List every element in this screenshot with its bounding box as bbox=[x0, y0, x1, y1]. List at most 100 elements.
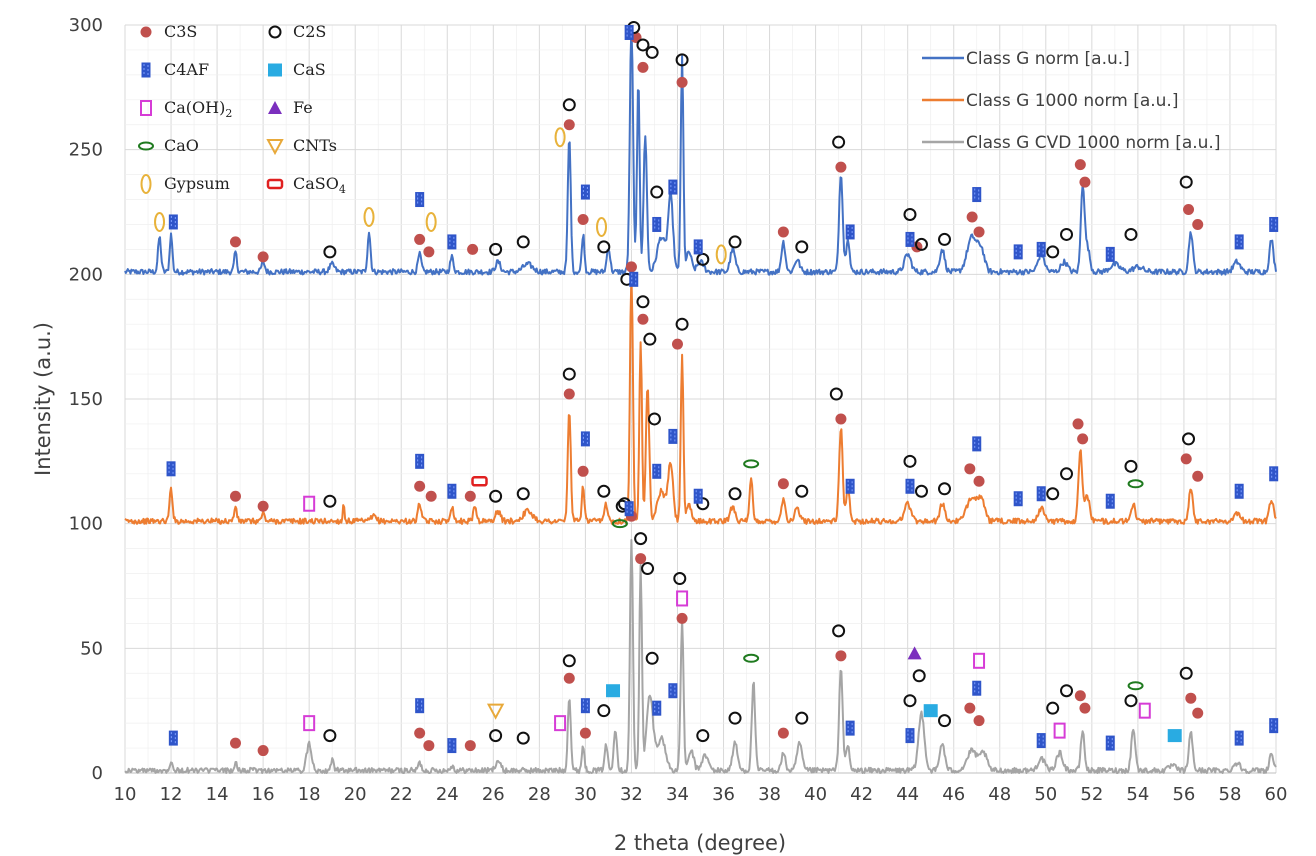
phase-marker-square-magenta bbox=[1053, 722, 1066, 739]
phase-marker-dot-red bbox=[563, 119, 575, 131]
phase-marker-dot-red bbox=[1185, 692, 1197, 704]
phase-marker-ring-black bbox=[903, 694, 917, 708]
phase-marker-square-blue bbox=[1269, 216, 1279, 232]
phase-marker-dot-red bbox=[835, 161, 847, 173]
x-tick-label: 58 bbox=[1219, 784, 1242, 805]
phase-marker-dot-red bbox=[257, 500, 269, 512]
phase-marker-square-blue bbox=[580, 184, 590, 200]
series-legend: Class G norm [a.u.] Class G 1000 norm [a… bbox=[922, 49, 1220, 153]
phase-marker-ring-black bbox=[795, 240, 809, 254]
phase-marker-ring-black bbox=[914, 484, 928, 498]
x-tick-label: 48 bbox=[988, 784, 1011, 805]
phase-marker-ring-black bbox=[323, 245, 337, 259]
x-tick-label: 38 bbox=[758, 784, 781, 805]
phase-marker-dot-red bbox=[671, 338, 683, 350]
phase-marker-oval-gold bbox=[425, 211, 437, 232]
phase-marker-square-blue bbox=[624, 501, 634, 517]
phase-marker-square-blue bbox=[447, 483, 457, 499]
phase-marker-ring-black bbox=[489, 729, 503, 743]
phase-marker-ring-black bbox=[903, 454, 917, 468]
phase-marker-ring-black bbox=[696, 729, 710, 743]
phase-marker-dot-red bbox=[579, 727, 591, 739]
phase-marker-dot-red bbox=[229, 737, 241, 749]
phase-markers bbox=[154, 20, 1279, 757]
phase-marker-square-blue bbox=[652, 700, 662, 716]
legend-label-phase: C2S bbox=[293, 22, 326, 41]
phase-marker-ring-black bbox=[938, 714, 952, 728]
phase-marker-dot-red bbox=[777, 478, 789, 490]
phase-marker-square-cyan bbox=[923, 704, 938, 718]
x-tick-label: 60 bbox=[1265, 784, 1288, 805]
phase-marker-dot-red bbox=[964, 702, 976, 714]
phase-marker-ring-black bbox=[675, 317, 689, 331]
phase-marker-ring-black bbox=[323, 729, 337, 743]
y-tick-label: 100 bbox=[69, 514, 103, 535]
phase-marker-dot-red bbox=[1074, 690, 1086, 702]
phase-marker-square-blue bbox=[668, 683, 678, 699]
x-tick-label: 50 bbox=[1034, 784, 1057, 805]
phase-marker-dot-red bbox=[635, 553, 647, 565]
y-tick-label: 150 bbox=[69, 389, 103, 410]
x-tick-label: 12 bbox=[160, 784, 183, 805]
phase-marker-square-blue bbox=[1234, 234, 1244, 250]
phase-marker-square-blue bbox=[845, 720, 855, 736]
phase-marker-rect-red bbox=[471, 476, 488, 487]
phase-marker-ring-black bbox=[597, 240, 611, 254]
phase-marker-ring-black bbox=[1179, 175, 1193, 189]
legend-label-series-0: Class G norm [a.u.] bbox=[966, 49, 1130, 69]
phase-marker-dot-red bbox=[563, 672, 575, 684]
legend-symbol-oval-gold bbox=[140, 174, 152, 194]
legend-symbol-square-cyan bbox=[268, 63, 282, 77]
y-tick-label: 300 bbox=[69, 15, 103, 36]
y-tick-label: 200 bbox=[69, 264, 103, 285]
phase-marker-ring-black bbox=[696, 252, 710, 266]
phase-marker-square-blue bbox=[693, 488, 703, 504]
phase-marker-square-blue bbox=[1036, 241, 1046, 257]
phase-marker-square-blue bbox=[845, 478, 855, 494]
phase-marker-ring-black bbox=[1060, 467, 1074, 481]
phase-marker-ring-black bbox=[673, 572, 687, 586]
phase-marker-dot-red bbox=[577, 465, 589, 477]
phase-marker-square-magenta bbox=[303, 715, 316, 732]
legend-entry-series-1: Class G 1000 norm [a.u.] bbox=[922, 91, 1178, 111]
phase-marker-oval-gold bbox=[154, 211, 166, 232]
legend-symbol-dot-red bbox=[140, 26, 152, 38]
phase-marker-square-blue bbox=[668, 179, 678, 195]
phase-legend: C3S C2S C4AF CaS Ca(OH)2 Fe CaO CNTs Gypsum CaSO4 bbox=[138, 22, 346, 196]
phase-marker-ring-black bbox=[728, 711, 742, 725]
series-line-0 bbox=[124, 25, 1277, 276]
x-tick-label: 44 bbox=[896, 784, 919, 805]
phase-marker-square-magenta bbox=[973, 652, 986, 669]
phase-marker-dot-red bbox=[414, 233, 426, 245]
phase-marker-square-blue bbox=[845, 224, 855, 240]
legend-label-phase: C4AF bbox=[164, 60, 209, 79]
phase-marker-triangle-orange bbox=[486, 703, 505, 720]
phase-marker-square-blue bbox=[580, 698, 590, 714]
y-tick-label: 250 bbox=[69, 140, 103, 161]
phase-marker-dot-red bbox=[973, 475, 985, 487]
phase-marker-dot-red bbox=[835, 650, 847, 662]
legend-symbol-triangle-orange bbox=[266, 139, 284, 156]
phase-marker-square-blue bbox=[652, 463, 662, 479]
phase-marker-square-blue bbox=[972, 187, 982, 203]
legend-entry-series-0: Class G norm [a.u.] bbox=[922, 49, 1130, 69]
legend-label-phase: Gypsum bbox=[164, 174, 230, 193]
phase-marker-dot-red bbox=[257, 745, 269, 757]
legend-label-subscript: 2 bbox=[225, 107, 232, 120]
x-tick-label: 54 bbox=[1126, 784, 1149, 805]
phase-marker-dot-red bbox=[637, 313, 649, 325]
phase-marker-ring-black bbox=[1179, 666, 1193, 680]
phase-marker-square-magenta bbox=[554, 715, 567, 732]
phase-marker-ring-black bbox=[675, 53, 689, 67]
phase-marker-ring-black bbox=[1124, 227, 1138, 241]
phase-marker-ring-black bbox=[562, 654, 576, 668]
chart-grid bbox=[124, 24, 1277, 774]
y-axis-title: Intensity (a.u.) bbox=[31, 322, 55, 476]
phase-marker-dot-red bbox=[423, 246, 435, 258]
phase-marker-square-blue bbox=[415, 453, 425, 469]
phase-marker-dot-red bbox=[1192, 218, 1204, 230]
legend-symbol-ring-black bbox=[268, 25, 282, 39]
x-tick-label: 36 bbox=[712, 784, 735, 805]
phase-marker-square-blue bbox=[1013, 491, 1023, 507]
